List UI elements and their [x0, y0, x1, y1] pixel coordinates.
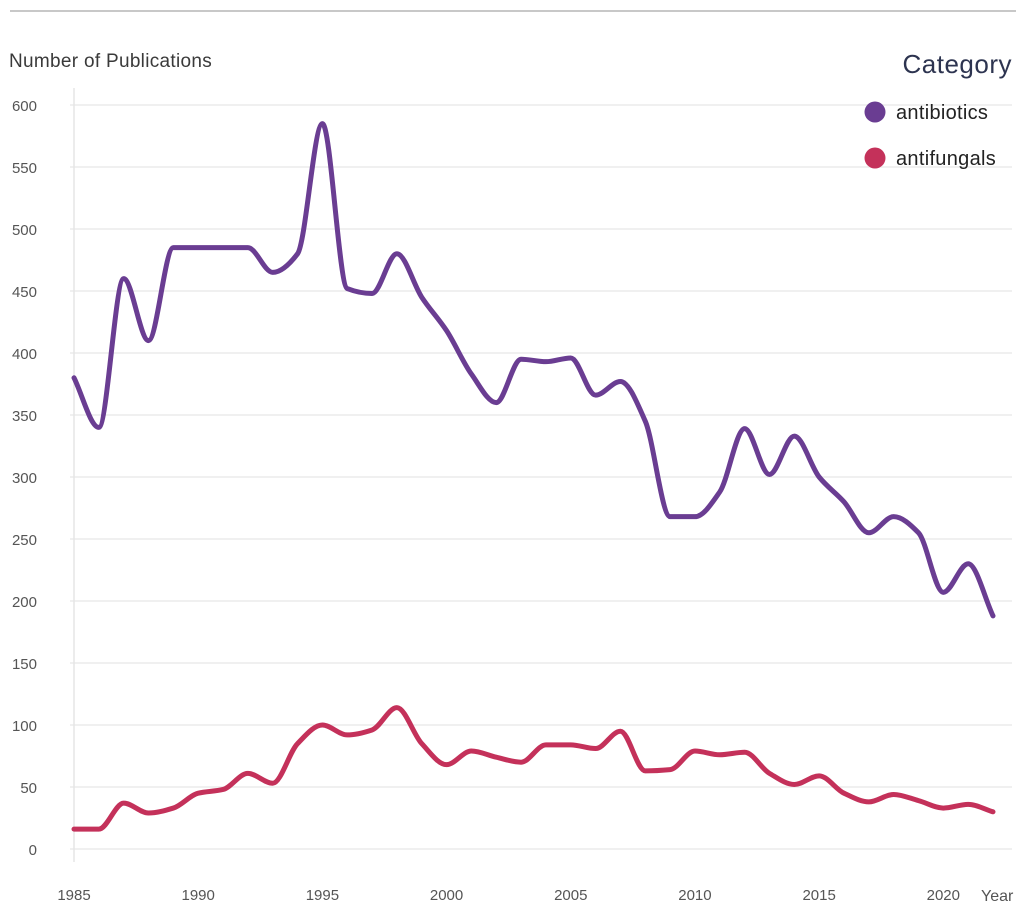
series-line-antifungals: [71, 705, 996, 832]
y-tick-label: 300: [12, 470, 37, 487]
legend-title: Category: [903, 49, 1013, 79]
y-tick-label: 100: [12, 718, 37, 735]
y-tick-label: 450: [12, 284, 37, 301]
x-tick-label: 2005: [554, 887, 587, 904]
legend-label-antibiotics: antibiotics: [896, 102, 988, 124]
x-tick-label: 1985: [57, 887, 90, 904]
y-tick-label: 50: [20, 780, 37, 797]
y-tick-label: 0: [29, 842, 37, 859]
x-tick-label: 2000: [430, 887, 463, 904]
series-lines: [71, 121, 996, 832]
y-tick-label: 350: [12, 408, 37, 425]
legend-label-antifungals: antifungals: [896, 148, 996, 170]
x-axis-title: Year: [981, 888, 1014, 905]
x-tick-label: 2015: [802, 887, 835, 904]
y-tick-label: 200: [12, 594, 37, 611]
series-line-antibiotics: [71, 121, 996, 619]
gridlines: [70, 104, 1012, 850]
y-tick-label: 250: [12, 532, 37, 549]
y-tick-label: 550: [12, 160, 37, 177]
legend: Category antibiotics antifungals: [864, 49, 1013, 170]
y-axis-ticks: 0 50 100 150 200 250 300 350 400 450 500 550 600: [12, 98, 37, 859]
legend-swatch-antifungals: [864, 147, 886, 169]
x-tick-label: 1995: [306, 887, 339, 904]
x-tick-label: 2020: [927, 887, 960, 904]
y-tick-label: 150: [12, 656, 37, 673]
y-axis-title: Number of Publications: [9, 51, 212, 72]
legend-swatch-antibiotics: [864, 101, 886, 123]
legend-items: antibiotics antifungals: [864, 101, 996, 170]
x-axis-ticks: 1985 1990 1995 2000 2005 2010 2015 2020: [57, 887, 960, 904]
x-tick-label: 1990: [182, 887, 215, 904]
top-divider: [10, 10, 1016, 12]
y-tick-label: 400: [12, 346, 37, 363]
y-tick-label: 500: [12, 222, 37, 239]
x-tick-label: 2010: [678, 887, 711, 904]
y-tick-label: 600: [12, 98, 37, 115]
